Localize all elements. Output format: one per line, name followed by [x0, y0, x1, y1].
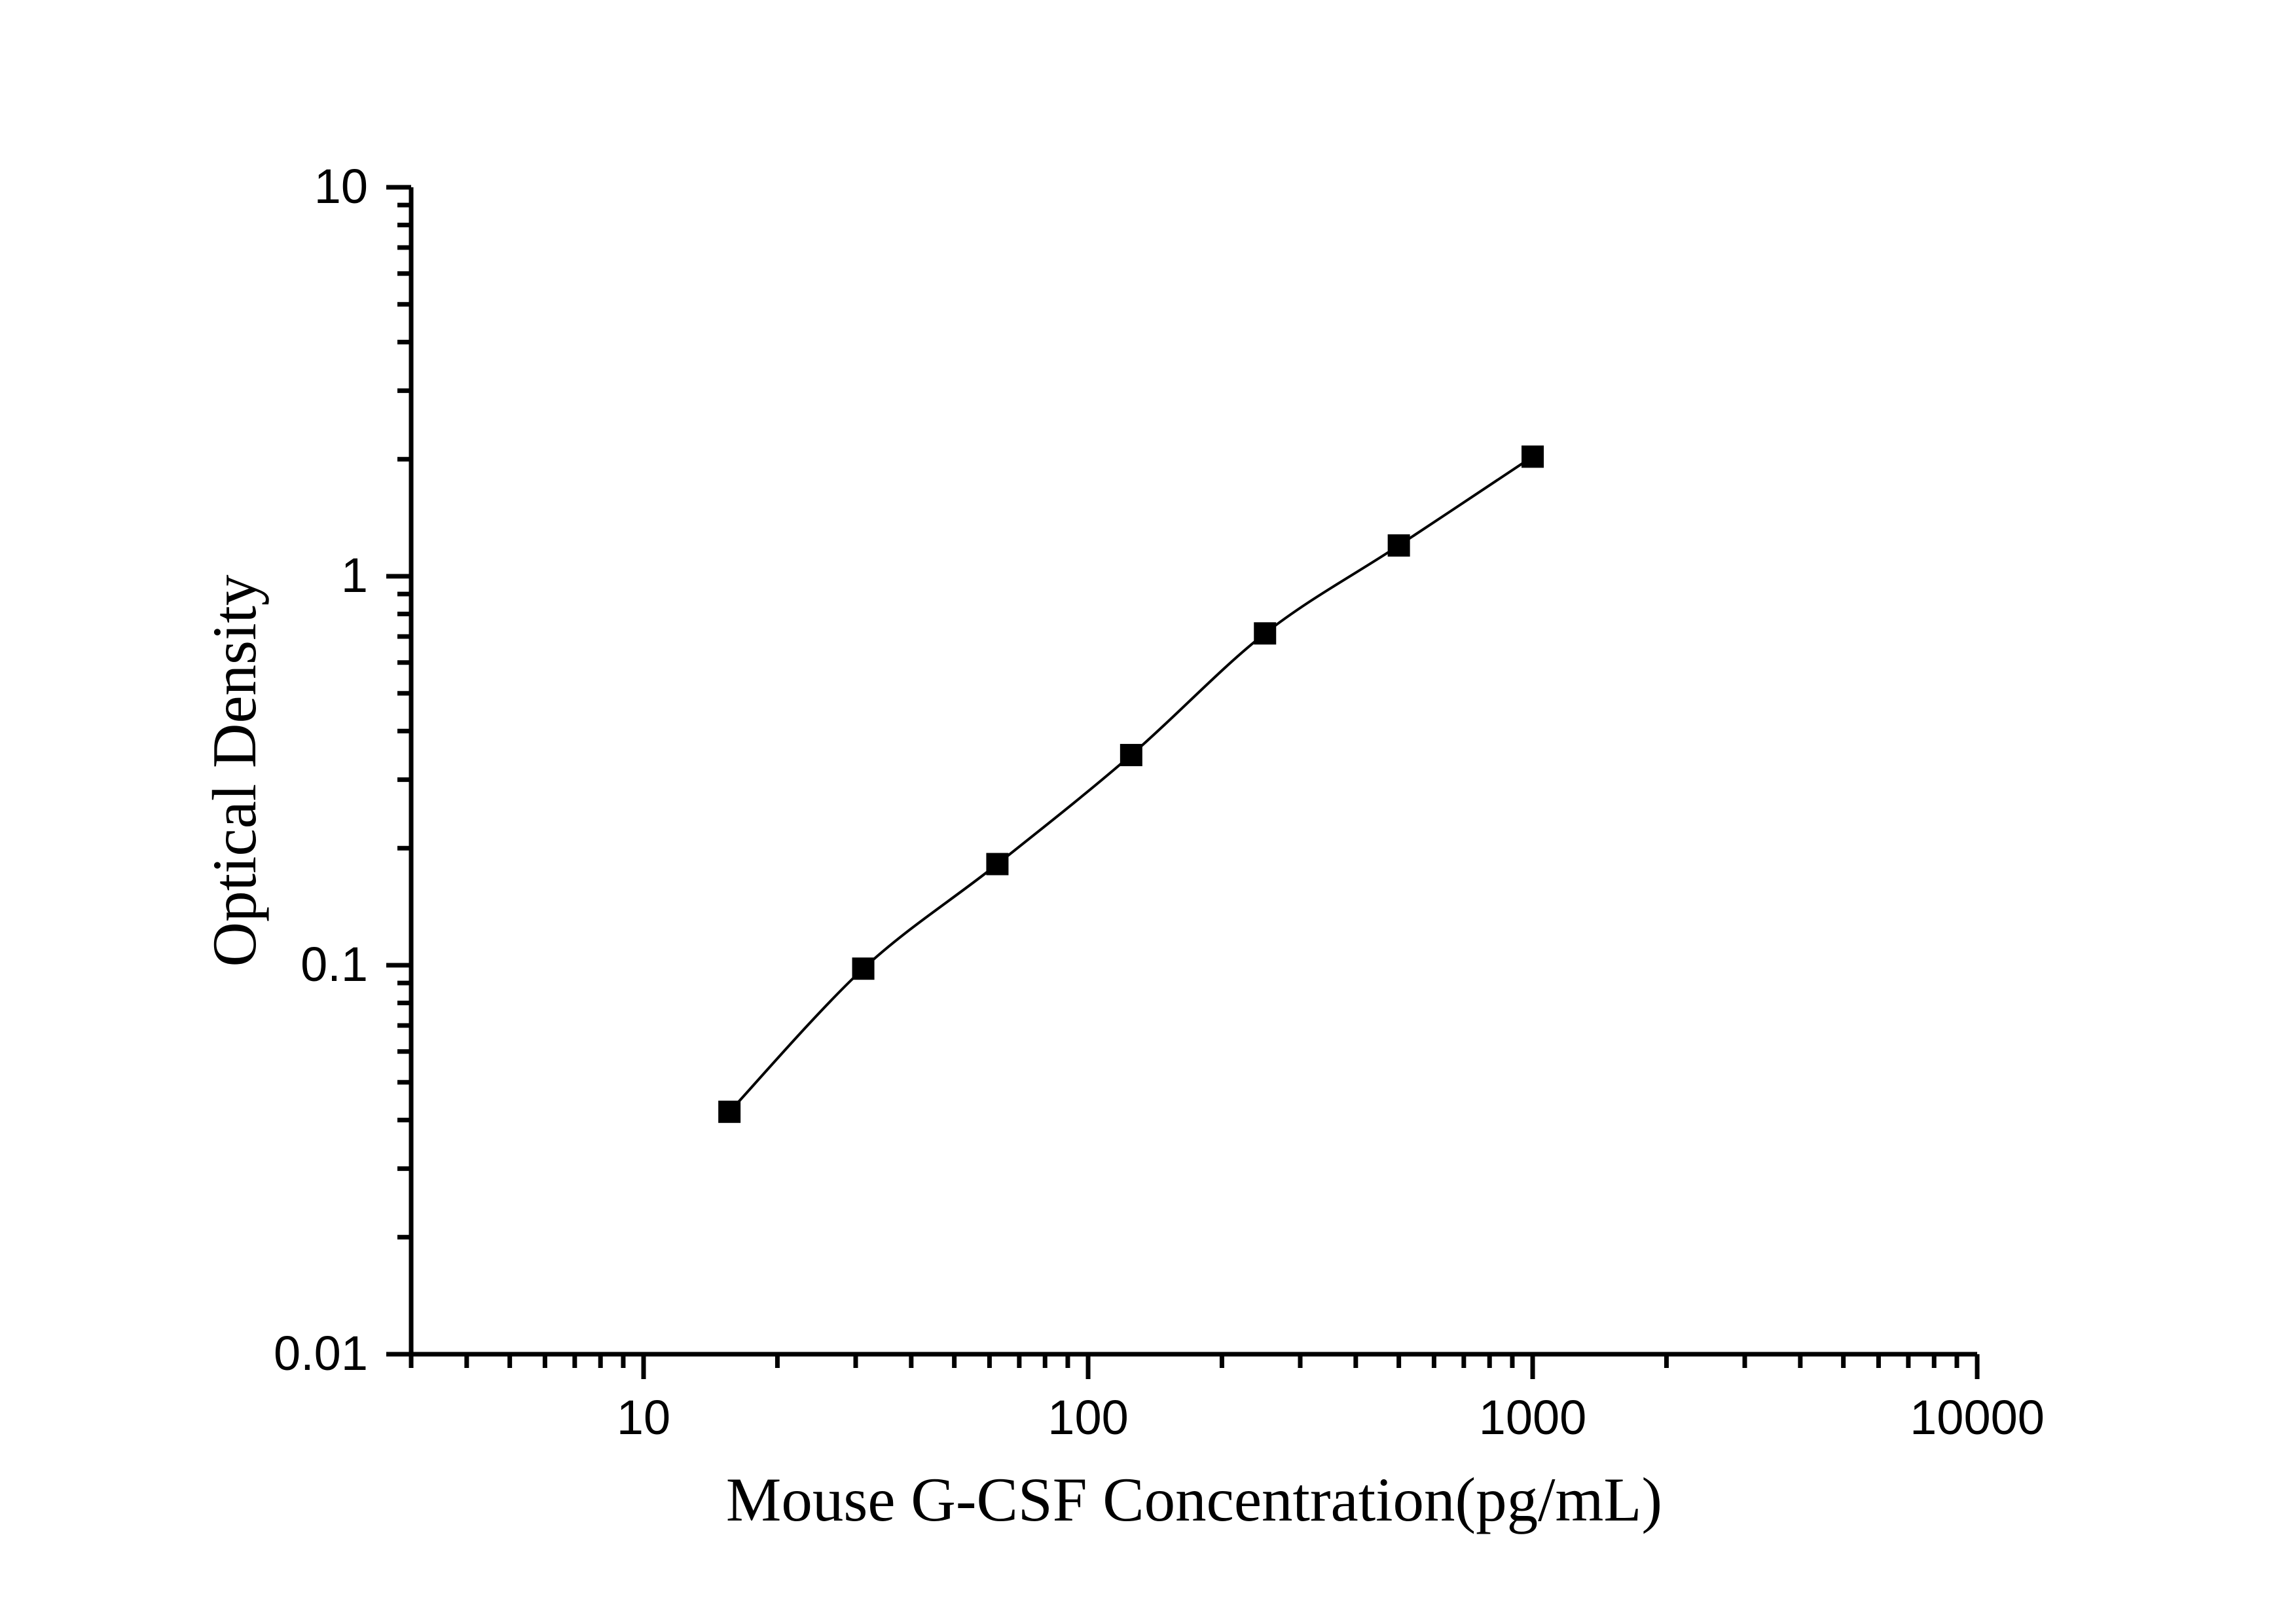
data-point-marker — [1387, 534, 1410, 557]
data-point-marker — [718, 1100, 741, 1123]
y-tick-label: 0.1 — [301, 937, 368, 991]
x-tick-label: 100 — [1048, 1390, 1128, 1445]
data-point-marker — [1522, 445, 1544, 468]
data-point-marker — [1120, 744, 1142, 767]
standard-curve-line — [728, 455, 1534, 1113]
data-point-marker — [852, 957, 875, 980]
y-tick-label: 0.01 — [274, 1326, 368, 1380]
data-point-marker — [1254, 622, 1277, 645]
y-tick-label: 10 — [314, 159, 368, 213]
x-tick-label: 10000 — [1910, 1390, 2045, 1445]
x-tick-label: 1000 — [1479, 1390, 1587, 1445]
x-tick-label: 10 — [617, 1390, 670, 1445]
y-tick-label: 1 — [341, 548, 368, 602]
y-axis-title: Optical Density — [200, 574, 269, 967]
data-point-marker — [986, 853, 1009, 876]
x-axis-title: Mouse G-CSF Concentration(pg/mL) — [726, 1465, 1662, 1534]
